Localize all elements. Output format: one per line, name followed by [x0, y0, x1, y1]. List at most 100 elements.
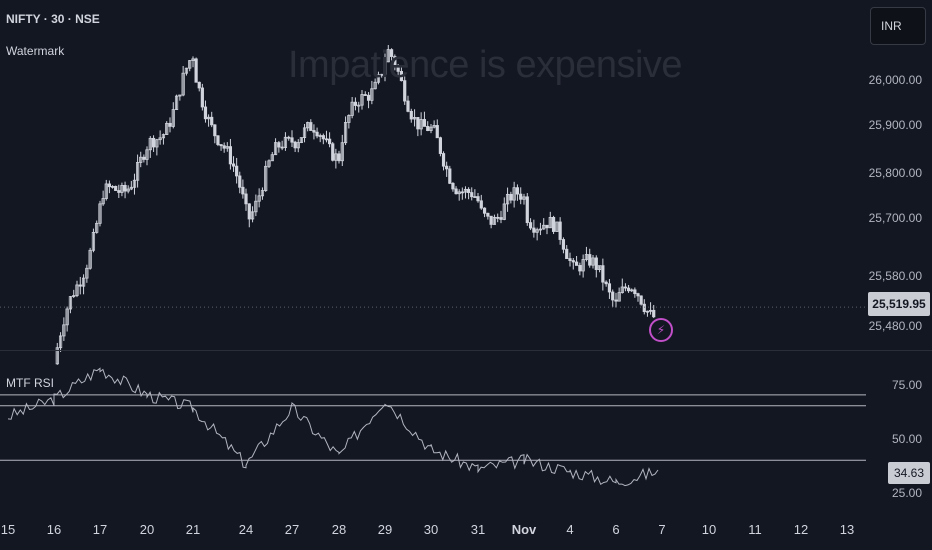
- candle-body: [290, 137, 294, 143]
- rsi-tick: 75.00: [891, 378, 922, 392]
- candle-body: [470, 192, 474, 198]
- candle-body: [555, 221, 559, 232]
- candle-body: [213, 124, 217, 137]
- candle-body: [142, 156, 146, 160]
- candle-body: [75, 284, 79, 296]
- candle-body: [630, 289, 634, 292]
- candle-body: [58, 335, 63, 349]
- candle-body: [466, 188, 471, 193]
- time-tick: 17: [92, 522, 108, 537]
- candle-body: [360, 94, 364, 106]
- time-tick: 6: [612, 522, 620, 537]
- candle-body: [228, 146, 233, 165]
- candle-body: [499, 217, 503, 220]
- candle-body: [393, 56, 397, 67]
- watermark-indicator-label[interactable]: Watermark: [6, 44, 65, 58]
- candle-body: [438, 137, 443, 154]
- candle-body: [340, 142, 344, 162]
- candle-body: [422, 119, 427, 127]
- candle-body: [126, 188, 130, 192]
- candle-body: [522, 196, 526, 200]
- time-tick: 27: [284, 522, 300, 537]
- candle-body: [81, 277, 86, 287]
- candle-body: [505, 193, 510, 205]
- currency-button[interactable]: INR: [870, 7, 926, 45]
- candle-body: [161, 134, 166, 139]
- candle-body: [532, 227, 536, 233]
- candle-body: [571, 260, 575, 263]
- candle-body: [502, 203, 506, 220]
- candle-body: [165, 122, 169, 135]
- candle-body: [257, 195, 261, 202]
- candle-body: [197, 81, 201, 89]
- candle-body: [95, 222, 99, 233]
- candle-body: [200, 87, 204, 108]
- candle-body: [151, 137, 156, 148]
- candle-body: [633, 289, 637, 295]
- time-tick: 15: [0, 522, 16, 537]
- candle-body: [419, 119, 423, 130]
- candle-body: [68, 296, 73, 310]
- candle-body: [91, 231, 96, 251]
- candle-body: [254, 200, 258, 213]
- candle-body: [479, 200, 483, 209]
- candle-body: [454, 188, 458, 195]
- candle-body: [353, 101, 358, 106]
- price-tick: 25,580.00: [868, 269, 922, 283]
- candle-body: [448, 168, 452, 184]
- candle-body: [496, 216, 500, 219]
- candle-body: [181, 72, 185, 96]
- candle-body: [145, 149, 149, 160]
- time-tick: 28: [331, 522, 347, 537]
- candle-body: [267, 160, 271, 167]
- rsi-last-value-label: 34.63: [888, 462, 930, 484]
- candle-body: [104, 183, 108, 199]
- candle-body: [451, 182, 455, 190]
- rsi-indicator-title[interactable]: MTF RSI: [6, 376, 54, 390]
- candle-body: [114, 185, 118, 191]
- time-tick: 10: [701, 522, 717, 537]
- candle-body: [399, 70, 404, 82]
- time-tick: 13: [839, 522, 855, 537]
- candle-body: [435, 125, 439, 139]
- candle-body: [429, 126, 433, 131]
- candle-body: [626, 287, 631, 292]
- candle-body: [519, 193, 523, 200]
- symbol-title[interactable]: NIFTY · 30 · NSE: [6, 12, 100, 26]
- rsi-tick: 25.00: [891, 486, 922, 500]
- time-tick: 31: [470, 522, 486, 537]
- candle-body: [203, 106, 208, 120]
- candle-body: [62, 324, 66, 337]
- candle-body: [416, 117, 420, 130]
- candle-body: [139, 156, 143, 163]
- time-tick: Nov: [511, 522, 537, 537]
- candle-body: [545, 224, 549, 229]
- candle-body: [652, 309, 656, 318]
- candle-body: [597, 265, 602, 270]
- candle-body: [315, 131, 319, 137]
- candle-body: [331, 143, 335, 161]
- candle-body: [380, 73, 384, 76]
- candle-body: [620, 286, 624, 294]
- candle-body: [538, 228, 543, 231]
- candle-body: [174, 95, 179, 111]
- price-tick: 25,800.00: [868, 166, 922, 180]
- candle-body: [588, 254, 592, 266]
- candle-body: [607, 283, 612, 293]
- candle-body: [222, 145, 226, 149]
- candle-body: [171, 109, 175, 127]
- candle-body: [639, 295, 643, 305]
- candle-body: [98, 203, 102, 224]
- candle-body: [376, 74, 381, 83]
- candle-body: [642, 303, 646, 313]
- last-price-label: 25,519.95: [868, 292, 930, 316]
- candle-body: [318, 135, 322, 137]
- time-tick: 20: [139, 522, 155, 537]
- candle-body: [373, 81, 377, 90]
- candle-body: [72, 295, 76, 298]
- candle-body: [235, 165, 239, 177]
- pane-divider[interactable]: [0, 350, 932, 351]
- lightning-alert-icon[interactable]: ⚡: [649, 318, 673, 342]
- candle-body: [601, 265, 605, 283]
